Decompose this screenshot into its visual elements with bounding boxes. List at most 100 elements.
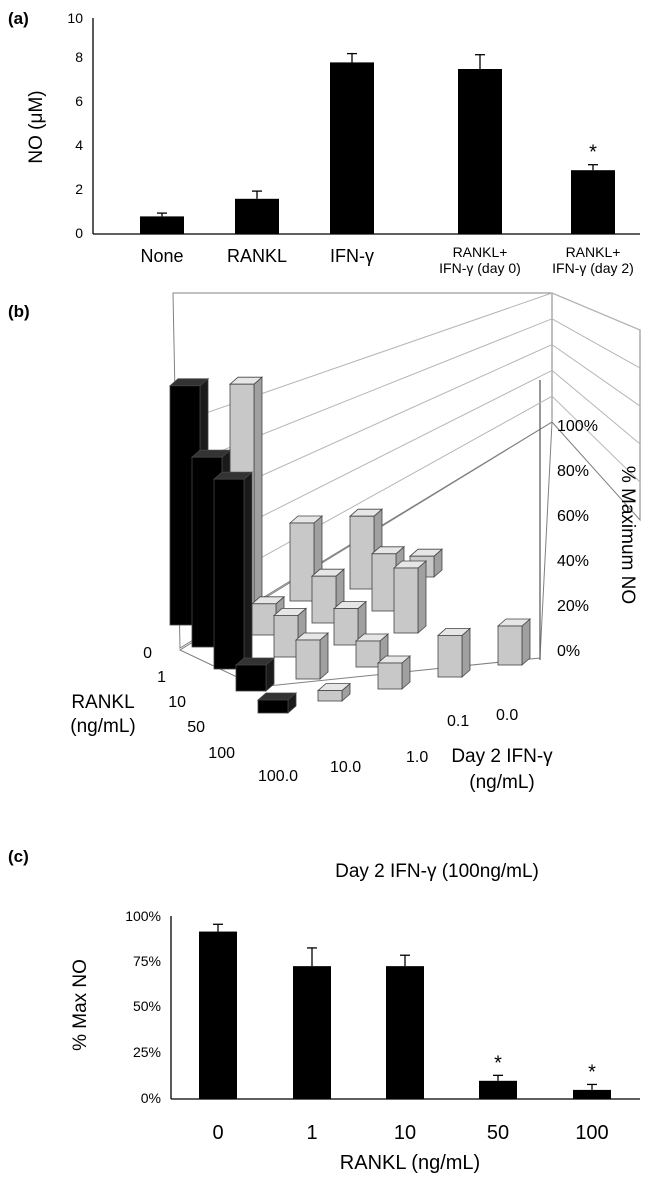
x-tick: 100 bbox=[208, 745, 235, 762]
panel-b-x-ticks: 0 1 10 50 100 bbox=[143, 645, 235, 762]
panel-a-y-tick: 4 bbox=[75, 137, 83, 153]
bar3d-side bbox=[243, 471, 253, 670]
z-tick: 60% bbox=[557, 508, 589, 525]
panel-a-y-tick: 6 bbox=[75, 93, 83, 109]
gridline bbox=[551, 318, 641, 369]
panel-a-y-tick: 10 bbox=[67, 10, 83, 26]
panel-a-bar bbox=[140, 216, 184, 234]
bar3d-black bbox=[235, 664, 267, 692]
panel-c-y-tick: 100% bbox=[125, 908, 161, 924]
panel-c-x-axis-title: RANKL (ng/mL) bbox=[340, 1152, 480, 1174]
panel-a-y-tick: 0 bbox=[75, 225, 83, 241]
bar3d-grey bbox=[355, 640, 381, 668]
z-tick: 0% bbox=[557, 643, 580, 660]
bar3d-grey bbox=[371, 553, 397, 612]
bar3d-grey bbox=[251, 603, 277, 636]
panel-c: (c) Day 2 IFN-γ (100ng/mL) % Max NO 0% 2… bbox=[8, 847, 640, 1174]
y-tick: 0.0 bbox=[496, 707, 518, 724]
x-tick: 1 bbox=[157, 669, 166, 686]
panel-a-y-tick: 2 bbox=[75, 181, 83, 197]
gridline bbox=[551, 395, 641, 483]
panel-c-x-tick: 100 bbox=[575, 1122, 608, 1144]
panel-c-bar bbox=[293, 966, 331, 1099]
bar3d-side bbox=[417, 560, 427, 634]
bar3d-grey bbox=[437, 635, 463, 678]
bar3d-grey bbox=[393, 567, 419, 634]
panel-c-y-tick: 25% bbox=[133, 1044, 161, 1060]
panel-b-y-ticks: 100.0 10.0 1.0 0.1 0.0 bbox=[258, 707, 518, 785]
panel-c-y-tick: 50% bbox=[133, 998, 161, 1014]
panel-c-y-axis-title: % Max NO bbox=[70, 959, 91, 1051]
panel-c-x-tick: 50 bbox=[487, 1122, 509, 1144]
panel-a-x-tick: RANKL bbox=[227, 246, 287, 266]
gridline bbox=[551, 344, 641, 407]
panel-c-y-tick: 0% bbox=[141, 1090, 161, 1106]
panel-a-bar bbox=[571, 170, 615, 234]
panel-c-bar bbox=[386, 966, 424, 1099]
bar3d-grey bbox=[333, 608, 359, 646]
bar3d-side bbox=[253, 376, 263, 614]
panel-c-significance: * bbox=[494, 1052, 502, 1074]
panel-b-z-ticks: 0% 20% 40% 60% 80% 100% bbox=[557, 418, 598, 660]
panel-a-bar bbox=[330, 62, 374, 235]
panel-c-y-tick: 75% bbox=[133, 953, 161, 969]
panel-b-bars bbox=[168, 376, 532, 714]
panel-a-x-tick: IFN-γ bbox=[330, 246, 374, 266]
bar3d-grey bbox=[317, 690, 343, 702]
panel-b-label: (b) bbox=[8, 302, 30, 321]
bar3d-black bbox=[213, 478, 245, 670]
panel-a-x-tick: RANKL+ IFN-γ (day 2) bbox=[552, 244, 634, 276]
bar3d-grey bbox=[377, 662, 403, 690]
y-tick: 1.0 bbox=[406, 749, 428, 766]
panel-a-y-ticks: 0 2 4 6 8 10 bbox=[67, 10, 83, 241]
panel-a-bar bbox=[458, 69, 502, 234]
panel-a-x-labels: None RANKL IFN-γ RANKL+ IFN-γ (day 0) RANKL+ I… bbox=[140, 244, 633, 276]
x-tick: 0 bbox=[143, 645, 152, 662]
y-tick: 10.0 bbox=[330, 759, 361, 776]
panel-c-bar bbox=[479, 1080, 517, 1099]
bar3d-side bbox=[461, 627, 471, 678]
y-tick: 100.0 bbox=[258, 768, 298, 785]
bar3d-grey bbox=[497, 625, 523, 666]
panel-b: (b) 0% 20% 40% 60% 80% 100% % Maximum NO… bbox=[8, 292, 641, 793]
panel-a-x-tick: RANKL+ IFN-γ (day 0) bbox=[439, 244, 521, 276]
z-tick: 20% bbox=[557, 598, 589, 615]
panel-a-bars: * bbox=[140, 52, 615, 235]
gridline bbox=[551, 292, 641, 331]
bar3d-side bbox=[319, 632, 329, 680]
x-tick: 10 bbox=[168, 694, 186, 711]
z-tick: 40% bbox=[557, 553, 589, 570]
panel-b-z-axis-title: % Maximum NO bbox=[617, 466, 638, 604]
x-tick: 50 bbox=[187, 719, 205, 736]
bar3d-grey bbox=[349, 515, 375, 590]
panel-c-x-tick: 10 bbox=[394, 1122, 416, 1144]
panel-c-x-tick: 0 bbox=[212, 1122, 223, 1144]
bar3d-side bbox=[521, 618, 531, 666]
panel-c-label: (c) bbox=[8, 847, 29, 866]
z-tick: 100% bbox=[557, 418, 598, 435]
panel-c-y-ticks: 0% 25% 50% 75% 100% bbox=[125, 908, 161, 1106]
bar3d-grey bbox=[311, 575, 337, 624]
panel-a-bar bbox=[235, 198, 279, 234]
panel-b-x-axis-title: RANKL (ng/mL) bbox=[70, 692, 135, 737]
panel-c-bar bbox=[573, 1089, 611, 1099]
y-tick: 0.1 bbox=[447, 713, 469, 730]
panel-c-bars: * * bbox=[199, 923, 611, 1099]
panel-c-title: Day 2 IFN-γ (100ng/mL) bbox=[335, 861, 539, 882]
panel-a-y-axis-title: NO (μM) bbox=[26, 90, 47, 163]
panel-c-significance: * bbox=[588, 1061, 596, 1083]
panel-c-x-labels: 0 1 10 50 100 bbox=[212, 1122, 608, 1144]
gridline bbox=[551, 370, 641, 445]
panel-c-bar bbox=[199, 931, 237, 1099]
bar3d-grey bbox=[289, 522, 315, 602]
bar3d-grey bbox=[273, 615, 299, 658]
bar3d-grey bbox=[295, 639, 321, 680]
panel-a: (a) NO (μM) 0 2 4 6 8 10 * None RANKL IFN-… bbox=[8, 9, 640, 276]
bar3d-black bbox=[257, 699, 289, 714]
panel-c-x-tick: 1 bbox=[306, 1122, 317, 1144]
z-tick: 80% bbox=[557, 463, 589, 480]
panel-a-label: (a) bbox=[8, 9, 29, 28]
panel-a-x-tick: None bbox=[140, 246, 183, 266]
panel-a-significance: * bbox=[589, 142, 597, 164]
panel-b-y-axis-title: Day 2 IFN-γ (ng/mL) bbox=[451, 746, 553, 793]
